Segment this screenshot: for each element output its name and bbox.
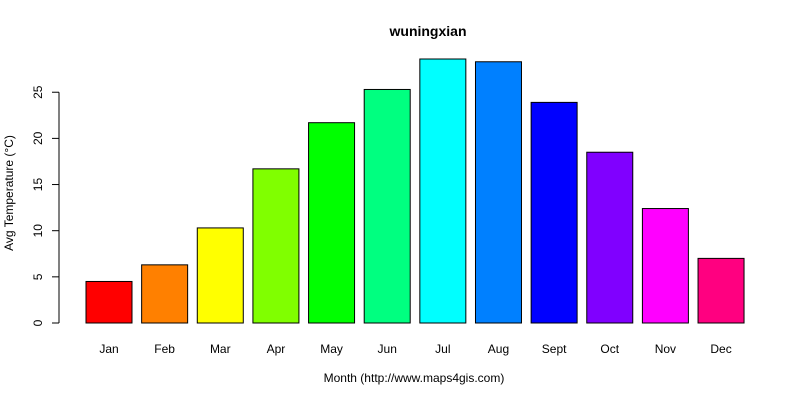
bars (85, 58, 745, 324)
x-axis-label: Month (http://www.maps4gis.com) (324, 371, 505, 385)
y-tick-label: 10 (31, 224, 45, 238)
bar-jul (419, 58, 467, 324)
bar-nov (641, 208, 689, 324)
x-tick-label: Sept (542, 342, 567, 356)
x-tick-label: Feb (154, 342, 175, 356)
x-tick-label: May (320, 342, 343, 356)
bar-may (308, 122, 356, 324)
x-tick-label: Oct (600, 342, 619, 356)
x-tick-label: Jul (435, 342, 450, 356)
y-tick-label: 25 (31, 85, 45, 99)
bar-feb (141, 264, 189, 324)
x-tick-label: Mar (210, 342, 231, 356)
y-axis-label: Avg Temperature (°C) (2, 135, 16, 251)
chart-title: wuningxian (389, 23, 467, 39)
y-tick-label: 0 (31, 319, 45, 326)
bar-aug (474, 61, 522, 324)
y-tick-label: 20 (31, 131, 45, 145)
bar-mar (196, 227, 244, 324)
bar-oct (586, 151, 634, 324)
x-tick-labels: Jan Feb Mar Apr May Jun Jul Aug Sept Oct Nov Dec (99, 342, 731, 356)
bar-jun (363, 88, 411, 324)
y-tick-label: 15 (31, 178, 45, 192)
bar-dec (697, 257, 745, 324)
x-tick-label: Nov (655, 342, 676, 356)
x-tick-label: Jan (99, 342, 118, 356)
bar-sept (530, 101, 578, 324)
x-tick-label: Apr (267, 342, 286, 356)
bar-apr (252, 168, 300, 324)
y-tick-label: 5 (31, 273, 45, 280)
y-axis: 0 5 10 15 20 25 (31, 85, 60, 326)
x-tick-label: Aug (488, 342, 509, 356)
x-tick-label: Dec (710, 342, 731, 356)
x-tick-label: Jun (378, 342, 397, 356)
bar-jan (85, 280, 133, 324)
